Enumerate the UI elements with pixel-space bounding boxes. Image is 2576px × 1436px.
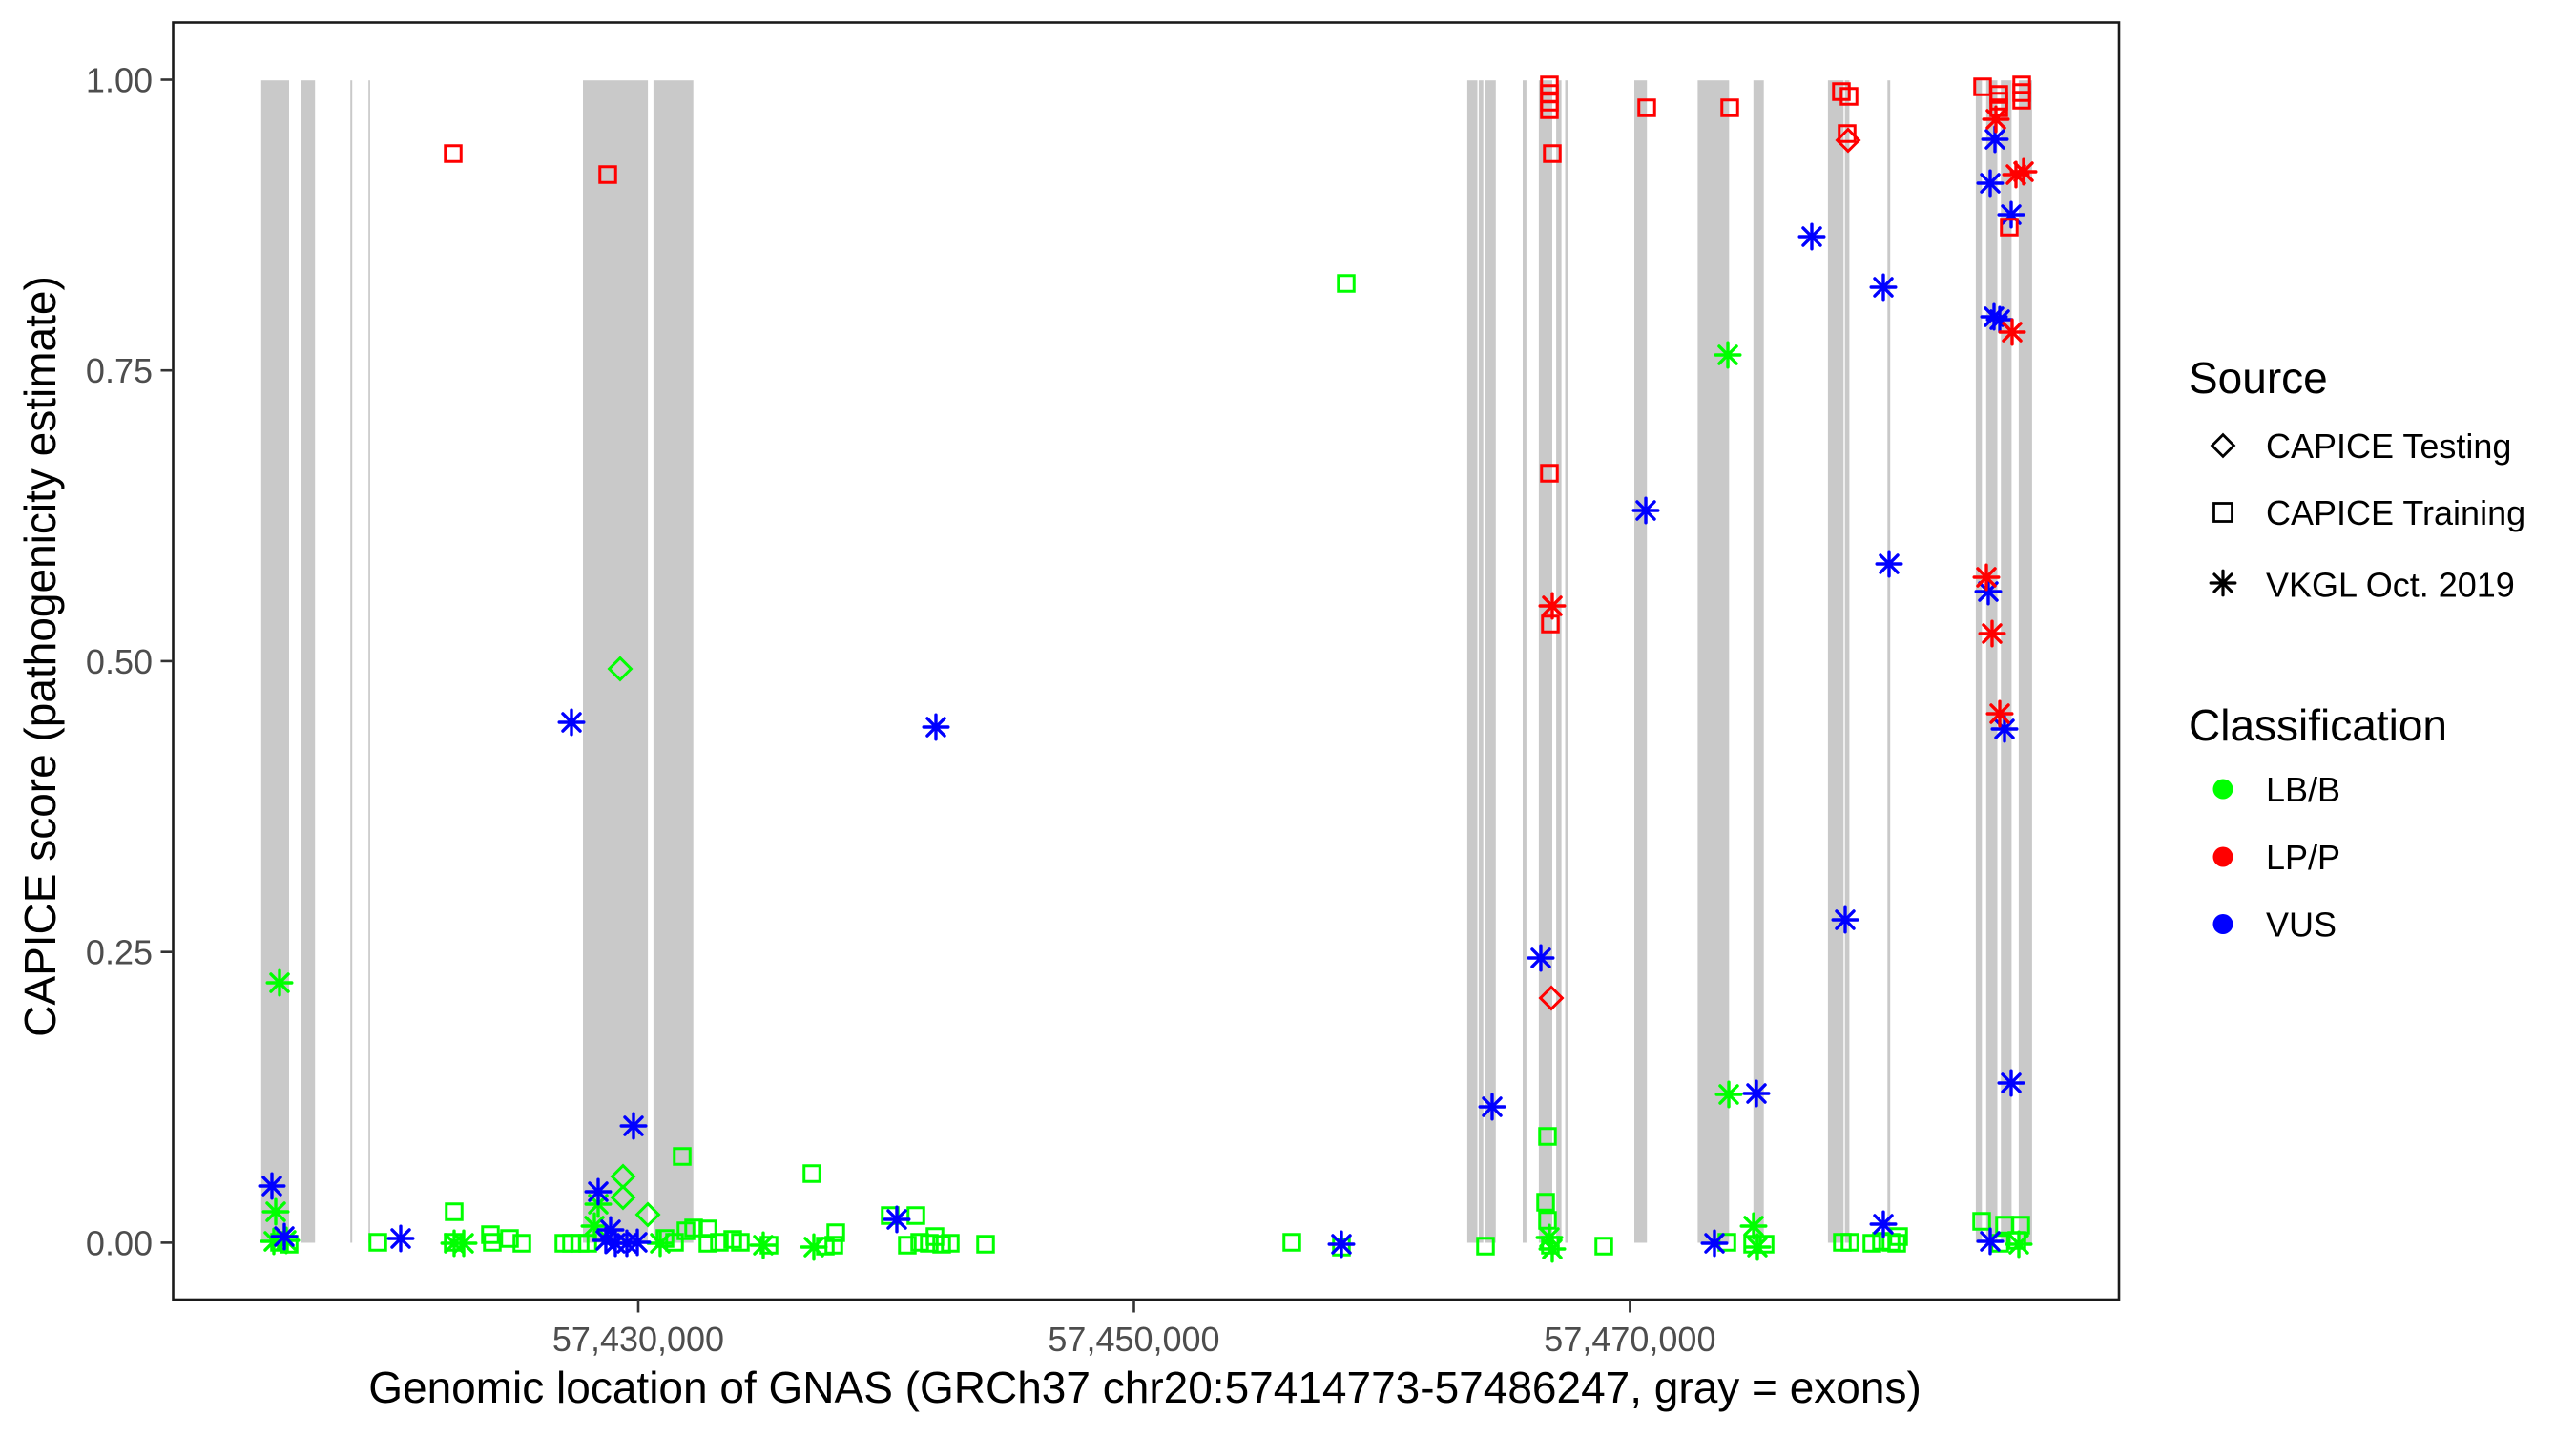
svg-text:Genomic location of GNAS (GRCh: Genomic location of GNAS (GRCh37 chr20:5… [368,1363,1922,1412]
svg-text:Classification: Classification [2189,700,2447,750]
svg-text:LP/P: LP/P [2266,838,2340,877]
svg-text:CAPICE score (pathogenicity es: CAPICE score (pathogenicity estimate) [15,276,65,1037]
svg-text:57,450,000: 57,450,000 [1048,1320,1219,1359]
svg-text:1.00: 1.00 [86,60,153,99]
svg-text:CAPICE Testing: CAPICE Testing [2266,427,2511,466]
svg-text:Source: Source [2189,353,2328,403]
svg-text:0.75: 0.75 [86,351,153,390]
svg-text:CAPICE Training: CAPICE Training [2266,493,2525,532]
svg-text:57,430,000: 57,430,000 [552,1320,724,1359]
svg-text:0.50: 0.50 [86,642,153,681]
svg-text:VKGL Oct. 2019: VKGL Oct. 2019 [2266,566,2515,605]
svg-text:0.00: 0.00 [86,1223,153,1262]
svg-text:VUS: VUS [2266,905,2337,945]
svg-text:0.25: 0.25 [86,933,153,972]
svg-text:LB/B: LB/B [2266,770,2340,809]
svg-text:57,470,000: 57,470,000 [1544,1320,1715,1359]
